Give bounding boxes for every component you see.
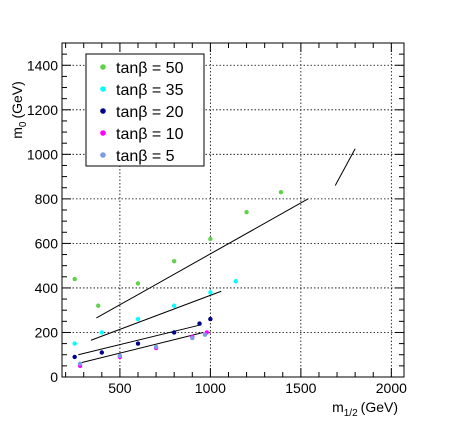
reference-line <box>78 324 202 356</box>
data-point <box>99 330 105 335</box>
data-points <box>72 189 284 369</box>
x-tick-label: 500 <box>108 380 132 396</box>
data-point <box>135 341 141 346</box>
legend-marker <box>100 108 106 114</box>
reference-lines <box>78 148 356 364</box>
data-point <box>202 332 208 337</box>
legend-label: tanβ = 50 <box>116 60 184 77</box>
y-tick-label: 1000 <box>27 146 58 162</box>
data-point <box>135 316 141 322</box>
data-point <box>117 353 123 359</box>
y-tick-label: 200 <box>35 324 59 340</box>
y-tick-label: 1200 <box>27 102 58 118</box>
y-tick-label: 0 <box>50 369 58 385</box>
data-point <box>190 335 195 341</box>
data-point <box>72 341 77 346</box>
data-point <box>197 321 202 326</box>
x-axis-label: m1/2 (GeV) <box>332 399 398 419</box>
legend-marker <box>100 152 106 158</box>
data-point <box>153 344 159 350</box>
legend-label: tanβ = 10 <box>116 126 184 143</box>
legend-label: tanβ = 35 <box>116 82 184 99</box>
legend-marker <box>100 86 106 92</box>
reference-line <box>90 290 222 341</box>
y-tick-label: 600 <box>35 235 59 251</box>
reference-line <box>334 148 356 186</box>
data-point <box>72 276 77 282</box>
legend-marker <box>100 130 106 136</box>
data-point <box>77 361 83 366</box>
data-point <box>171 330 177 335</box>
legend-box <box>85 53 205 167</box>
data-point <box>208 236 213 242</box>
data-point <box>233 279 238 284</box>
axis-ticks: 500 1000 1500 2000 0 200 400 600 800 1000 1200 1400 <box>27 42 407 396</box>
legend-marker <box>100 64 106 70</box>
data-point <box>135 281 141 286</box>
data-point <box>244 210 249 215</box>
data-point <box>72 354 77 360</box>
x-tick-label: 1000 <box>195 380 226 396</box>
data-point <box>278 189 284 195</box>
data-point <box>171 259 177 264</box>
x-tick-label: 2000 <box>376 380 407 396</box>
data-point <box>95 303 101 308</box>
y-tick-label: 1400 <box>27 57 58 73</box>
data-point <box>99 350 105 355</box>
reference-line <box>81 331 204 364</box>
legend-label: tanβ = 5 <box>116 148 175 165</box>
data-point <box>171 303 177 308</box>
y-tick-label: 400 <box>35 280 59 296</box>
legend-label: tanβ = 20 <box>116 104 184 121</box>
y-axis-label: m0(GeV) <box>9 81 29 139</box>
x-tick-label: 1500 <box>285 380 316 396</box>
data-point <box>208 316 213 322</box>
reference-line <box>96 198 309 319</box>
y-tick-label: 800 <box>35 191 59 207</box>
data-point <box>208 290 213 295</box>
legend: tanβ = 50 tanβ = 35 tanβ = 20 tanβ = 10 tanβ… <box>85 53 205 167</box>
